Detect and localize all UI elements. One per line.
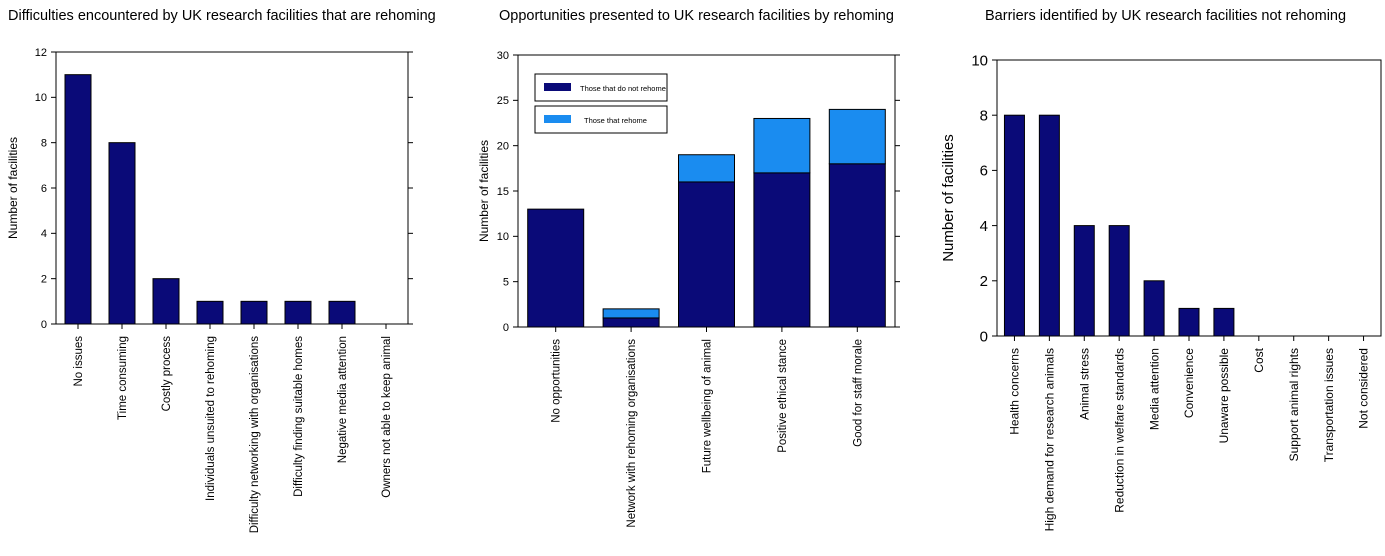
chart3-title: Barriers identified by UK research facil… bbox=[985, 8, 1347, 24]
chart2-category-label: Good for staff morale bbox=[852, 339, 864, 447]
chart3-ytick-label: 10 bbox=[971, 52, 988, 69]
chart2-bar-not-rehome bbox=[527, 208, 585, 328]
chart3-ytick-label: 8 bbox=[980, 107, 988, 124]
chart1-bar bbox=[240, 300, 268, 325]
chart2-category-label: No opportunities bbox=[551, 339, 563, 423]
chart3-category-label: Cost bbox=[1252, 347, 1266, 372]
chart1-category-label: Negative media attention bbox=[337, 336, 349, 463]
chart3-bar bbox=[1108, 225, 1130, 337]
chart2-ytick-label: 25 bbox=[497, 95, 509, 107]
chart1-category-label: Difficulty networking with organisations bbox=[249, 336, 261, 534]
chart3-category-label: Media attention bbox=[1147, 348, 1161, 430]
chart3-bar bbox=[1073, 225, 1095, 337]
chart3-category-label: Unaware possible bbox=[1217, 348, 1231, 444]
chart1-bar bbox=[328, 300, 356, 325]
chart2-ytick-label: 30 bbox=[497, 50, 509, 62]
chart2-ytick-label: 5 bbox=[503, 277, 509, 289]
chart1-bar bbox=[152, 278, 180, 325]
chart2-bar-rehome bbox=[678, 154, 735, 183]
chart3-category-label: Animal stress bbox=[1077, 348, 1091, 420]
chart2-legend-swatch bbox=[544, 115, 571, 123]
chart2-category-label: Network with rehoming organisations bbox=[626, 339, 638, 528]
chart3-bar bbox=[1038, 114, 1060, 337]
chart1-ytick-label: 10 bbox=[35, 92, 47, 104]
chart1-category-label: Difficulty finding suitable homes bbox=[293, 336, 305, 497]
chart2-legend-label: Those that do not rehome bbox=[580, 84, 666, 93]
chart2-title: Opportunities presented to UK research f… bbox=[499, 8, 894, 24]
chart2-category-label: Positive ethical stance bbox=[777, 339, 789, 453]
chart3-bar bbox=[1178, 307, 1200, 337]
chart2-bar-not-rehome bbox=[678, 181, 735, 328]
chart2-ylabel: Number of facilities bbox=[477, 140, 491, 242]
chart1-bar bbox=[108, 142, 136, 325]
chart1-ytick-label: 8 bbox=[41, 138, 47, 150]
chart1-ytick-label: 4 bbox=[41, 228, 47, 240]
chart1-ytick-label: 2 bbox=[41, 274, 47, 286]
chart3-category-label: Not considered bbox=[1357, 348, 1371, 429]
chart3-ytick-label: 2 bbox=[980, 273, 988, 290]
chart2-bar-rehome bbox=[602, 308, 660, 319]
chart1-ytick-label: 0 bbox=[41, 319, 47, 331]
chart3-bar bbox=[1213, 307, 1235, 337]
chart3-category-label: High demand for research animals bbox=[1043, 348, 1057, 531]
chart2-ytick-label: 20 bbox=[497, 141, 509, 153]
chart3-ytick-label: 4 bbox=[980, 218, 988, 235]
chart1-category-label: Costly process bbox=[161, 336, 173, 412]
chart2-legend-label: Those that rehome bbox=[584, 116, 647, 125]
chart2-ytick-label: 10 bbox=[497, 231, 509, 243]
chart2-bar-rehome bbox=[828, 108, 886, 165]
chart3-ytick-label: 6 bbox=[980, 163, 988, 180]
chart1-ytick-label: 6 bbox=[41, 183, 47, 195]
chart2-ytick-label: 15 bbox=[497, 186, 509, 198]
chart2-ytick-label: 0 bbox=[503, 322, 509, 334]
chart3-category-label: Convenience bbox=[1182, 348, 1196, 418]
chart3-ytick-label: 0 bbox=[980, 328, 988, 345]
chart1-category-label: Individuals unsuited to rehoming bbox=[205, 336, 217, 501]
chart3-bar bbox=[1003, 114, 1025, 337]
chart3-category-label: Health concerns bbox=[1008, 348, 1022, 435]
chart3-ylabel: Number of facilities bbox=[940, 134, 957, 262]
chart3-category-label: Transportation issues bbox=[1322, 348, 1336, 462]
chart1-title: Difficulties encountered by UK research … bbox=[8, 8, 436, 24]
chart1-category-label: No issues bbox=[73, 336, 85, 387]
chart1-bar bbox=[284, 300, 312, 325]
chart2-bar-not-rehome bbox=[753, 172, 811, 328]
chart2-bar-not-rehome bbox=[602, 317, 660, 328]
chart2-bar-not-rehome bbox=[828, 163, 886, 328]
chart1-ytick-label: 12 bbox=[35, 47, 47, 59]
chart2-category-label: Future wellbeing of animal bbox=[702, 339, 714, 473]
chart1-category-label: Owners not able to keep animal bbox=[381, 336, 393, 498]
chart3-category-label: Reduction in welfare standards bbox=[1112, 348, 1126, 513]
chart3-bar bbox=[1143, 280, 1165, 337]
chart1-category-label: Time consuming bbox=[117, 336, 129, 420]
chart1-ylabel: Number of facilities bbox=[6, 137, 20, 239]
chart1-bar bbox=[64, 74, 92, 325]
chart3-category-label: Support animal rights bbox=[1287, 348, 1301, 461]
chart2-legend-swatch bbox=[544, 83, 571, 91]
chart2-bar-rehome bbox=[753, 117, 811, 174]
chart1-bar bbox=[196, 300, 224, 325]
